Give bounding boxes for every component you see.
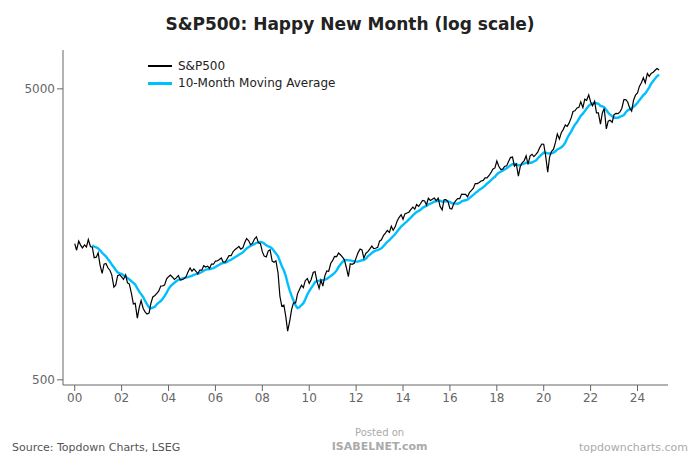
html-text:ISABELNET.com: ISABELNET.com [331, 440, 428, 453]
html-text:Posted on: Posted on [355, 427, 405, 438]
svg-text:16: 16 [442, 391, 457, 405]
html-text:S&P500: Happy New Month (log s: S&P500: Happy New Month (log scale) [165, 14, 535, 34]
svg-text:10: 10 [302, 391, 317, 405]
svg-text:04: 04 [161, 391, 176, 405]
html-text:topdowncharts.com: topdowncharts.com [579, 441, 688, 454]
svg-text:06: 06 [208, 391, 223, 405]
svg-text:18: 18 [489, 391, 504, 405]
svg-text:24: 24 [630, 391, 645, 405]
svg-text:00: 00 [67, 391, 82, 405]
svg-text:14: 14 [395, 391, 410, 405]
html-text:S&P500: S&P500 [178, 59, 226, 73]
html-text:Source: Topdown Charts, LSEG: Source: Topdown Charts, LSEG [12, 441, 181, 454]
svg-text:5000: 5000 [24, 82, 55, 96]
html-text:10-Month Moving Average: 10-Month Moving Average [178, 76, 336, 90]
svg-text:12: 12 [348, 391, 363, 405]
svg-text:08: 08 [255, 391, 270, 405]
svg-text:22: 22 [583, 391, 598, 405]
svg-text:02: 02 [114, 391, 129, 405]
svg-text:20: 20 [536, 391, 551, 405]
svg-text:500: 500 [32, 373, 55, 387]
